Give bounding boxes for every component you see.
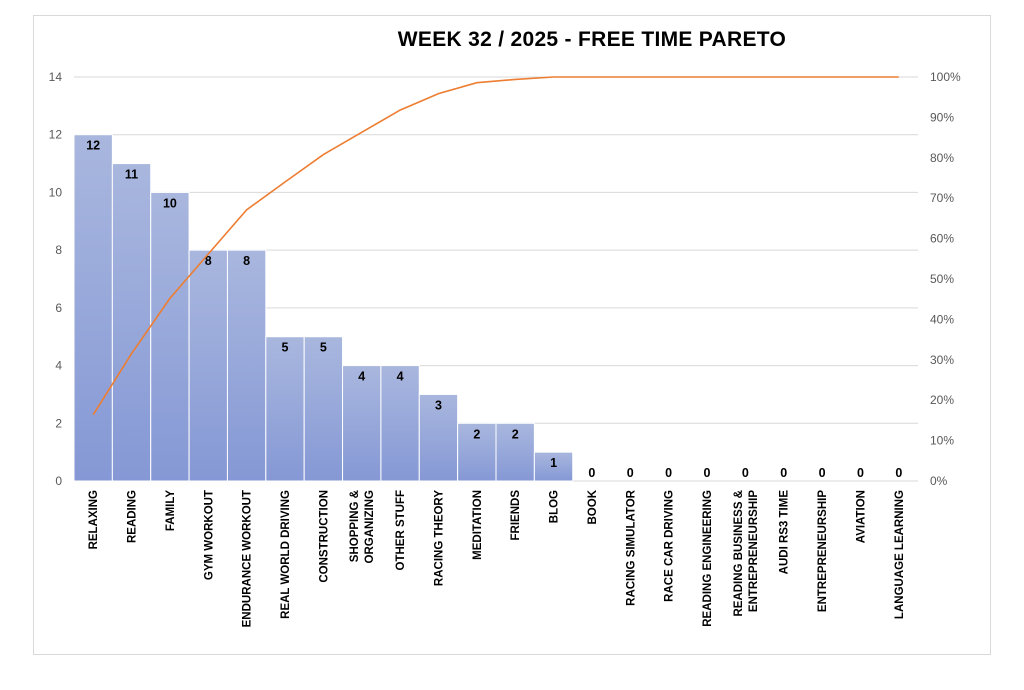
x-tick-label-line: BOOK bbox=[587, 489, 599, 524]
data-label: 5 bbox=[320, 341, 327, 355]
x-tick-label: READING BUSINESS & ENTREPRENEURSHIP bbox=[733, 490, 760, 617]
y-tick-label: 2 bbox=[55, 416, 62, 430]
x-tick-label: AVIATION bbox=[855, 490, 867, 543]
x-tick-label-line: RELAXING bbox=[88, 490, 100, 549]
x-tick-label: AUDI RS3 TIME bbox=[779, 490, 791, 575]
data-label: 0 bbox=[627, 466, 634, 480]
x-tick-label-line: FAMILY bbox=[165, 490, 177, 531]
bar bbox=[418, 393, 459, 482]
x-tick-label-line: RACING THEORY bbox=[433, 490, 445, 586]
y2-tick-label: 20% bbox=[930, 393, 954, 407]
x-tick-label-line: ENTREPRENEURSHIP bbox=[817, 490, 829, 612]
bar bbox=[150, 191, 190, 482]
x-tick-label: SHOPPING & ORGANIZING bbox=[349, 490, 376, 564]
x-tick-label: CONSTRUCTION bbox=[318, 490, 330, 583]
data-label: 0 bbox=[704, 466, 711, 480]
data-label: 0 bbox=[857, 466, 864, 480]
x-tick-label: RACE CAR DRIVING bbox=[664, 490, 676, 602]
x-tick-label: READING bbox=[127, 490, 139, 543]
data-label: 4 bbox=[397, 370, 404, 384]
y2-tick-label: 30% bbox=[930, 353, 954, 367]
data-label: 4 bbox=[358, 370, 365, 384]
bar bbox=[188, 249, 228, 482]
bar bbox=[73, 134, 113, 482]
x-tick-label: LANGUAGE LEARNING bbox=[894, 490, 906, 619]
x-tick-label: GYM WORKOUT bbox=[203, 490, 215, 580]
y-tick-label: 8 bbox=[55, 243, 62, 257]
x-tick-label-line: MEDITATION bbox=[472, 490, 484, 560]
x-tick-label: ENDURANCE WORKOUT bbox=[242, 490, 254, 627]
x-tick-label: OTHER STUFF bbox=[395, 490, 407, 571]
y-tick-label: 14 bbox=[49, 70, 63, 84]
x-tick-label-line: RACING SIMULATOR bbox=[625, 489, 637, 606]
chart-title: WEEK 32 / 2025 - FREE TIME PARETO bbox=[397, 28, 787, 51]
x-tick-label-line: SHOPPING & bbox=[349, 490, 361, 562]
x-tick-label: BLOG bbox=[549, 490, 561, 523]
y-tick-label: 12 bbox=[49, 128, 63, 142]
x-tick-label: RACING THEORY bbox=[433, 490, 445, 586]
y-tick-label: 4 bbox=[55, 359, 62, 373]
x-tick-label: FAMILY bbox=[165, 490, 177, 531]
bar bbox=[111, 163, 152, 482]
x-tick-label: REAL WORLD DRIVING bbox=[280, 490, 292, 619]
x-tick-label-line: GYM WORKOUT bbox=[203, 490, 215, 580]
cumulative-line bbox=[92, 76, 899, 416]
data-label: 2 bbox=[473, 427, 480, 441]
x-tick-label: RELAXING bbox=[88, 490, 100, 549]
data-label: 8 bbox=[243, 254, 250, 268]
y-tick-label: 10 bbox=[49, 185, 63, 199]
data-label: 0 bbox=[742, 466, 749, 480]
data-label: 8 bbox=[205, 254, 212, 268]
y2-tick-label: 100% bbox=[930, 70, 961, 84]
x-tick-label-line: READING BUSINESS & bbox=[733, 490, 745, 617]
x-tick-label: READING ENGINEERING bbox=[702, 490, 714, 627]
data-label: 11 bbox=[125, 168, 138, 182]
x-tick-label-line: READING bbox=[127, 490, 139, 543]
data-label: 3 bbox=[435, 398, 442, 412]
bar bbox=[226, 249, 267, 482]
data-label: 5 bbox=[282, 341, 289, 355]
x-tick-label: FRIENDS bbox=[510, 490, 522, 541]
x-tick-label-line: REAL WORLD DRIVING bbox=[280, 490, 292, 619]
x-tick-label-line: OTHER STUFF bbox=[395, 490, 407, 571]
x-tick-label-line: BLOG bbox=[549, 490, 561, 523]
bar bbox=[303, 336, 344, 482]
y2-tick-label: 80% bbox=[930, 151, 954, 165]
data-label: 10 bbox=[163, 196, 177, 210]
y2-tick-label: 50% bbox=[930, 272, 954, 286]
x-tick-label: MEDITATION bbox=[472, 490, 484, 560]
x-tick-label-line: AVIATION bbox=[855, 490, 867, 543]
bar bbox=[265, 336, 305, 482]
x-tick-label-line: ENTREPRENEURSHIP bbox=[748, 490, 760, 612]
x-tick-label-line: FRIENDS bbox=[510, 490, 522, 541]
x-tick-label-line: AUDI RS3 TIME bbox=[779, 490, 791, 575]
x-tick-label-line: READING ENGINEERING bbox=[702, 490, 714, 627]
y2-tick-label: 70% bbox=[930, 191, 954, 205]
data-label: 0 bbox=[780, 466, 787, 480]
data-label: 2 bbox=[512, 427, 519, 441]
x-tick-label: RACING SIMULATOR bbox=[625, 489, 637, 606]
bar bbox=[533, 451, 574, 482]
data-label: 0 bbox=[588, 466, 595, 480]
x-tick-label-line: CONSTRUCTION bbox=[318, 490, 330, 583]
x-tick-label-line: LANGUAGE LEARNING bbox=[894, 490, 906, 619]
x-tick-label-line: ORGANIZING bbox=[364, 490, 376, 564]
x-tick-label: BOOK bbox=[587, 489, 599, 524]
data-label: 0 bbox=[895, 466, 902, 480]
y-tick-label: 6 bbox=[55, 301, 62, 315]
y2-tick-label: 0% bbox=[930, 474, 948, 488]
y2-tick-label: 10% bbox=[930, 434, 954, 448]
x-tick-label: ENTREPRENEURSHIP bbox=[817, 490, 829, 612]
x-tick-label-line: ENDURANCE WORKOUT bbox=[242, 490, 254, 627]
data-label: 12 bbox=[86, 139, 100, 153]
x-tick-label-line: RACE CAR DRIVING bbox=[664, 490, 676, 602]
y2-tick-label: 90% bbox=[930, 110, 954, 124]
y-tick-label: 0 bbox=[55, 474, 62, 488]
y2-tick-label: 60% bbox=[930, 232, 954, 246]
y2-tick-label: 40% bbox=[930, 312, 954, 326]
data-label: 0 bbox=[665, 466, 672, 480]
data-label: 1 bbox=[550, 456, 557, 470]
data-label: 0 bbox=[819, 466, 826, 480]
